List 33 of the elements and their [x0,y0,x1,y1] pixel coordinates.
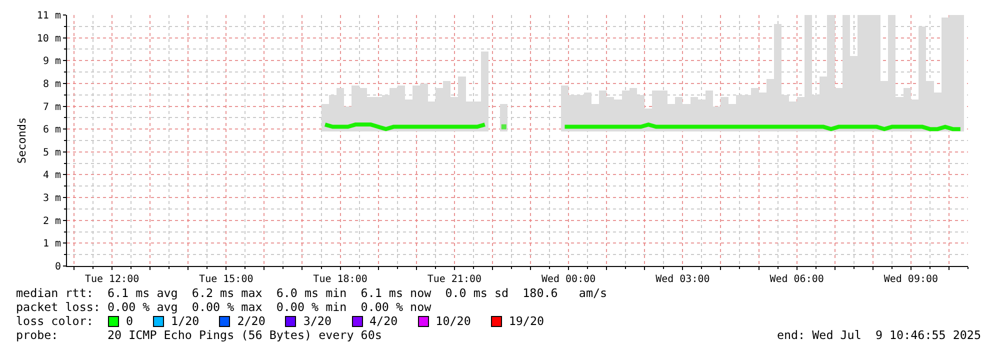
y-tick-label: 0 [54,262,61,272]
text: 2/20 [237,314,266,328]
text: end: Wed Jul 9 10:46:55 2025 [776,328,981,342]
text: 19/20 [508,314,544,328]
text: probe: 20 ICMP Echo Pings (56 Bytes) every 60s [16,328,382,342]
y-tick-label: 6 m [42,124,61,136]
text: 4/20 [370,314,398,328]
x-tick-label: Wed 09:00 [884,274,938,285]
text: packet loss: 0.00 % avg 0.00 % max 0.00 % min 0.00 % now [16,300,432,314]
y-tick-label: 1 m [42,238,61,250]
text: 0 [126,314,134,328]
y-tick-label: 4 m [42,170,61,182]
y-tick-label: 10 m [36,33,61,44]
x-tick-label: Wed 00:00 [541,274,596,285]
y-tick-label: 2 m [42,216,61,227]
text: 1/20 [171,314,200,328]
y-tick-label: 11 m [36,10,61,22]
y-tick-label: 7 m [42,102,61,113]
text: loss color: [16,314,94,328]
x-tick-label: Tue 18:00 [313,274,368,285]
x-tick-label: Tue 21:00 [427,274,482,285]
x-tick-label: Wed 03:00 [656,274,710,285]
x-tick-label: Tue 15:00 [199,274,254,285]
text: 10/20 [436,314,471,328]
y-tick-label: 3 m [42,193,61,204]
y-tick-label: 8 m [42,78,61,90]
x-tick-label: Wed 06:00 [770,274,824,285]
y-tick-label: 5 m [42,147,61,158]
y-tick-label: 9 m [42,56,61,68]
x-tick-label: Tue 12:00 [84,274,140,285]
text: median rtt: 6.1 ms avg 6.2 ms max 6.0 ms min 6.1 ms now 0.0 ms sd 180.6 am/s [16,286,608,300]
y-axis-title: Seconds [16,117,29,164]
text: 3/20 [303,314,332,328]
